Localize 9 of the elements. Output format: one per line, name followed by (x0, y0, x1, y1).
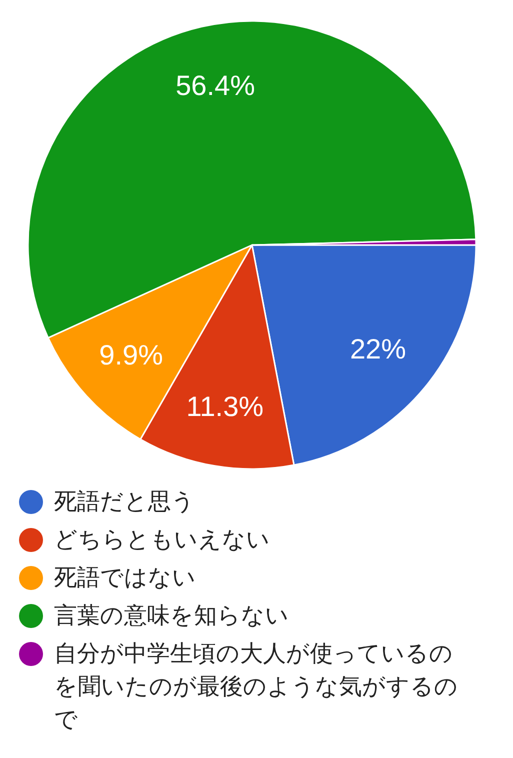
data-label: 9.9% (99, 340, 163, 371)
legend-label: 自分が中学生頃の大人が使っているのを聞いたのが最後のような気がするので (54, 639, 459, 734)
data-label: 56.4% (176, 70, 256, 102)
legend-label: 死語だと思う (54, 487, 196, 516)
data-label: 11.3% (186, 390, 264, 422)
legend-label: 言葉の意味を知らない (54, 601, 290, 630)
legend-label: 死語ではない (54, 563, 197, 592)
data-label: 22% (350, 334, 406, 365)
legend-label: どちらともいえない (54, 525, 271, 554)
